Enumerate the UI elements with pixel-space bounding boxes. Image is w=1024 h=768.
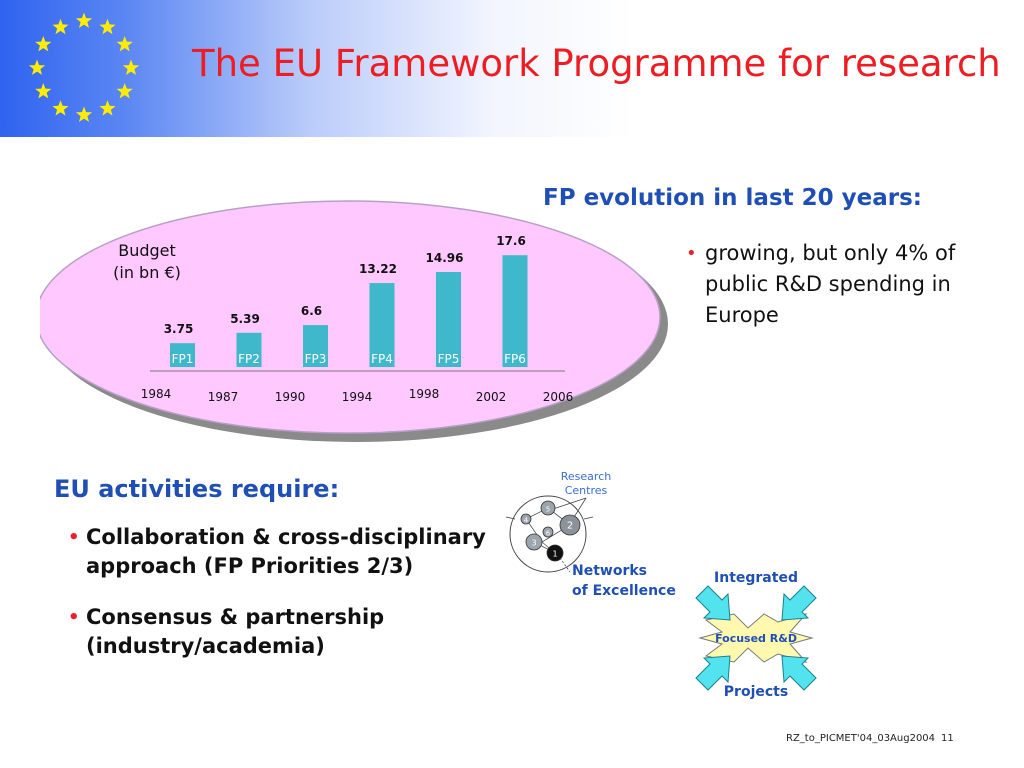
chart-bar-fp3 xyxy=(303,325,328,367)
activities-heading: EU activities require: xyxy=(54,475,340,503)
activities-bullet: • Collaboration & cross-disciplinary app… xyxy=(68,523,508,581)
network-node xyxy=(520,513,532,525)
fp-evolution-bullet-text: growing, but only 4% of public R&D spend… xyxy=(705,241,956,327)
network-node-label: 5 xyxy=(546,506,550,514)
header-band xyxy=(0,0,1024,137)
chart-bar-fp1 xyxy=(170,343,195,367)
focused-rd-label: Focused R&D xyxy=(715,632,797,645)
arrow-top-right-icon xyxy=(781,585,817,621)
chart-ylabel-line-2: (in bn €) xyxy=(113,263,181,282)
fp-evolution-heading: FP evolution in last 20 years: xyxy=(543,185,923,211)
flag-star-icon xyxy=(99,18,116,35)
chart-bar-fp5 xyxy=(436,272,461,367)
chart-bar-value-label: 3.75 xyxy=(164,322,194,336)
slide-title: The EU Framework Programme for research xyxy=(192,42,1001,85)
flag-star-icon xyxy=(99,100,116,116)
network-node xyxy=(542,526,554,538)
flag-star-icon xyxy=(35,83,52,99)
network-node-label: 6 xyxy=(546,530,551,538)
bullet-dot-icon: • xyxy=(686,243,697,264)
chart-x-ticks: 1984 1987 1990 1994 1998 2002 2006 xyxy=(141,387,574,404)
projects-label: Projects xyxy=(724,684,788,700)
flag-star-icon xyxy=(122,59,140,75)
chart-bars: FP1 3.75 FP2 5.39 FP3 6.6 FP4 13.22 FP5 14.96 FP6 1… xyxy=(164,234,528,367)
networks-of-excellence-label-line-1: Networks xyxy=(572,563,647,579)
flag-star-icon xyxy=(52,18,69,35)
activities-bullet-text: Consensus & partnership (industry/academ… xyxy=(86,605,385,658)
arrow-bottom-left-icon xyxy=(695,655,731,691)
network-ring xyxy=(509,495,587,573)
activities-bullet: • Consensus & partnership (industry/acad… xyxy=(68,603,508,661)
flag-star-icon xyxy=(52,100,69,116)
chart-bar-fp6 xyxy=(502,255,528,367)
chart-ylabel-line-1: Budget xyxy=(118,241,176,260)
chart-bar-value-label: 13.22 xyxy=(359,262,397,276)
flag-star-icon xyxy=(116,83,133,99)
slide-footer: RZ_to_PICMET'04_03Aug2004 11 xyxy=(780,733,954,744)
network-node-label: 3 xyxy=(531,539,536,548)
chart-x-tick-label: 1984 xyxy=(141,387,172,401)
chart-x-tick-label: 1994 xyxy=(342,390,373,404)
research-centres-label-line-1: Research xyxy=(561,470,611,483)
chart-bar-category-label: FP5 xyxy=(438,352,460,366)
chart-x-tick-label: 2006 xyxy=(543,390,574,404)
network-node xyxy=(546,544,564,562)
networks-of-excellence-label-line-2: of Excellence xyxy=(572,583,676,599)
chart-bar-fp4 xyxy=(369,283,395,367)
fp-evolution-bullet: • growing, but only 4% of public R&D spe… xyxy=(686,238,986,331)
network-node xyxy=(540,500,556,516)
flag-star-icon xyxy=(28,59,46,75)
fp-budget-chart: Budget (in bn €) FP1 3.75 FP2 5.39 FP3 6.6 FP4… xyxy=(40,200,668,442)
integrated-label: Integrated xyxy=(714,570,798,586)
chart-bar-category-label: FP3 xyxy=(305,352,327,366)
network-node-label: 1 xyxy=(552,550,557,559)
arrow-bottom-right-icon xyxy=(781,655,817,691)
chart-bar-value-label: 14.96 xyxy=(426,251,464,265)
chart-x-tick-label: 1987 xyxy=(208,390,239,404)
chart-bar-category-label: FP2 xyxy=(238,352,260,366)
page-number: 11 xyxy=(941,733,954,744)
focused-rd-arrows: Focused R&D xyxy=(695,585,817,691)
eu-flag-logo xyxy=(28,12,140,122)
research-centres-label-line-2: Centres xyxy=(565,484,608,497)
bullet-dot-icon: • xyxy=(68,527,80,548)
flag-star-icon xyxy=(75,12,93,28)
flag-star-icon xyxy=(116,36,133,52)
arrow-top-left-icon xyxy=(695,585,731,621)
fp-evolution-bullets: • growing, but only 4% of public R&D spe… xyxy=(686,238,986,331)
bullet-dot-icon: • xyxy=(68,607,80,628)
network-node-label: 2 xyxy=(567,521,573,532)
chart-bar-value-label: 17.6 xyxy=(496,234,526,248)
flag-star-icon xyxy=(75,106,93,122)
activities-bullets: • Collaboration & cross-disciplinary app… xyxy=(68,523,508,683)
activities-bullet-text: Collaboration & cross-disciplinary appro… xyxy=(86,525,486,578)
network-node xyxy=(525,533,543,551)
chart-x-tick-label: 1990 xyxy=(275,390,306,404)
network-node-label: 4 xyxy=(524,517,529,525)
instruments-diagram: Research Centres 5 4 6 2 3 1 Networks of Exce… xyxy=(505,470,817,700)
chart-bar-category-label: FP4 xyxy=(371,352,393,366)
footer-reference: RZ_to_PICMET'04_03Aug2004 xyxy=(786,733,936,744)
network-node xyxy=(559,514,581,536)
chart-bar-fp2 xyxy=(236,332,262,367)
flag-star-icon xyxy=(35,36,52,52)
chart-x-tick-label: 1998 xyxy=(409,387,440,401)
chart-bar-category-label: FP1 xyxy=(172,352,194,366)
chart-bar-value-label: 5.39 xyxy=(230,312,260,326)
chart-bar-category-label: FP6 xyxy=(504,352,526,366)
chart-bar-value-label: 6.6 xyxy=(301,304,322,318)
chart-x-tick-label: 2002 xyxy=(476,390,507,404)
